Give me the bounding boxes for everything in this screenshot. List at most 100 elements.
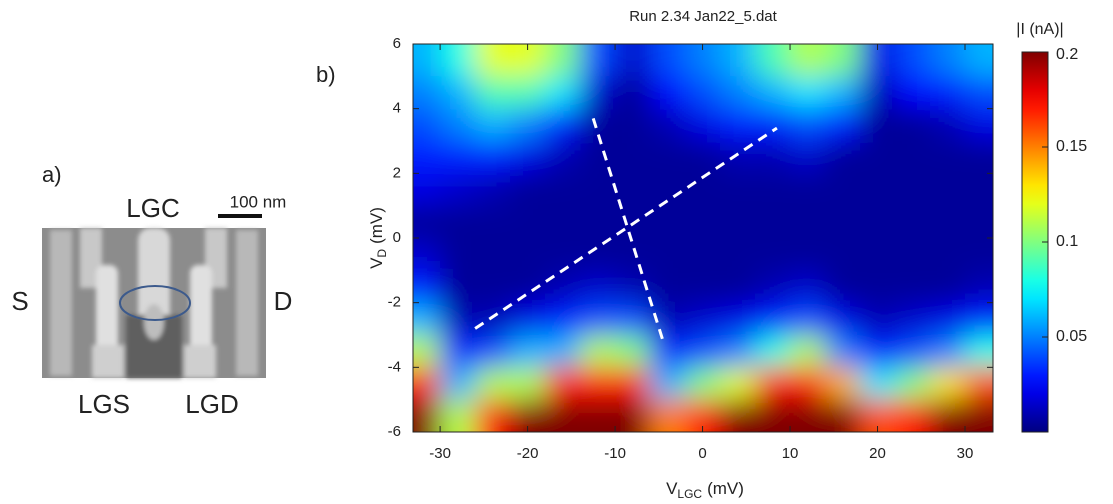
heat-cell: [755, 141, 791, 174]
heat-cell: [860, 302, 896, 336]
heat-cell: [930, 141, 966, 174]
heat-cell: [720, 367, 756, 401]
heat-cell: [510, 335, 546, 368]
heat-cell: [790, 205, 826, 239]
heat-cell: [580, 238, 616, 271]
heat-cell: [895, 173, 931, 207]
heatmap: [413, 44, 993, 432]
heat-cell: [510, 238, 546, 271]
heat-cell: [580, 44, 616, 77]
heat-cell: [475, 76, 511, 110]
heat-cell: [825, 367, 861, 401]
heat-cell: [685, 367, 721, 401]
scale-label: 100 nm: [230, 192, 287, 211]
heat-cell: [545, 335, 581, 368]
heat-cell: [860, 238, 896, 271]
heat-cell: [720, 173, 756, 207]
heat-cell: [545, 44, 581, 77]
y-tick-label: 0: [393, 229, 401, 246]
heat-cell: [790, 335, 826, 368]
chart-title: Run 2.34 Jan22_5.dat: [629, 8, 777, 25]
heat-cell: [650, 238, 686, 271]
heat-cell: [930, 399, 966, 432]
x-tick-label: -20: [517, 445, 539, 462]
heat-cell: [545, 367, 581, 401]
heat-cell: [965, 335, 993, 368]
x-tick-label: 30: [957, 445, 974, 462]
heat-cell: [685, 302, 721, 336]
heat-cell: [475, 44, 511, 77]
heat-cell: [965, 76, 993, 110]
heat-cell: [895, 367, 931, 401]
heat-cell: [930, 302, 966, 336]
heat-cell: [413, 141, 441, 174]
dashed-line: [591, 117, 665, 342]
x-tick-label: -30: [429, 445, 451, 462]
x-tick-label: -10: [604, 445, 626, 462]
heat-cell: [475, 270, 511, 304]
heat-cell: [545, 173, 581, 207]
heat-cell: [615, 335, 651, 368]
heat-cell: [545, 302, 581, 336]
heat-cell: [720, 399, 756, 432]
heat-cell: [755, 367, 791, 401]
heat-cell: [615, 173, 651, 207]
heat-cell: [825, 270, 861, 304]
heat-cell: [413, 205, 441, 239]
heat-cell: [413, 108, 441, 142]
y-tick-label: 2: [393, 164, 401, 181]
heat-cell: [860, 367, 896, 401]
heat-cell: [440, 76, 476, 110]
heat-cell: [615, 141, 651, 174]
colorbar-label: |I (nA)|: [1016, 21, 1063, 38]
annotations: [474, 117, 778, 342]
heat-cell: [580, 76, 616, 110]
heat-cell: [510, 76, 546, 110]
heat-cell: [413, 367, 441, 401]
heat-cell: [860, 76, 896, 110]
heat-cell: [685, 205, 721, 239]
heat-cell: [755, 238, 791, 271]
heat-cell: [720, 76, 756, 110]
heat-cell: [510, 367, 546, 401]
heat-cell: [413, 270, 441, 304]
heat-cell: [790, 302, 826, 336]
heat-cell: [825, 76, 861, 110]
heat-cell: [685, 335, 721, 368]
heat-cell: [440, 399, 476, 432]
heat-cell: [825, 141, 861, 174]
heat-cell: [545, 141, 581, 174]
heat-cell: [440, 238, 476, 271]
y-tick-label: -2: [388, 294, 401, 311]
heat-cell: [825, 335, 861, 368]
heat-cell: [755, 335, 791, 368]
heat-cell: [755, 399, 791, 432]
heat-cell: [413, 238, 441, 271]
y-tick-label: -4: [388, 358, 401, 375]
heat-cell: [510, 141, 546, 174]
heat-cell: [580, 205, 616, 239]
heat-cell: [650, 335, 686, 368]
y-tick-label: 4: [393, 100, 401, 117]
heat-cell: [545, 76, 581, 110]
heat-cell: [895, 302, 931, 336]
heat-cell: [895, 76, 931, 110]
heat-cell: [860, 173, 896, 207]
panel-label: b): [316, 62, 336, 87]
heat-cell: [895, 238, 931, 271]
heat-cell: [580, 302, 616, 336]
heat-cell: [860, 270, 896, 304]
dashed-line: [474, 126, 778, 330]
heat-cell: [510, 108, 546, 142]
heat-cell: [930, 238, 966, 271]
heat-cell: [825, 238, 861, 271]
heat-cell: [965, 141, 993, 174]
heat-cell: [755, 270, 791, 304]
x-tick-label: 10: [782, 445, 799, 462]
heat-cell: [930, 205, 966, 239]
heat-cell: [790, 44, 826, 77]
heat-cell: [650, 205, 686, 239]
heat-cell: [413, 76, 441, 110]
heat-cell: [580, 399, 616, 432]
heat-cell: [930, 76, 966, 110]
